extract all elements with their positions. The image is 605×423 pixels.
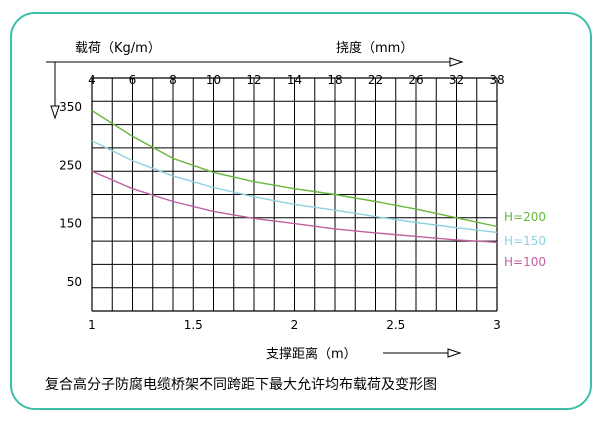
top-tick-label: 4 bbox=[88, 73, 96, 87]
legend-label-h-200: H=200 bbox=[504, 210, 546, 224]
legend-label-h-150: H=150 bbox=[504, 234, 546, 248]
left-tick-label: 250 bbox=[59, 158, 82, 172]
bottom-tick-label: 2 bbox=[291, 318, 299, 332]
top-tick-label: 38 bbox=[489, 73, 504, 87]
series-line-h-100 bbox=[91, 170, 498, 243]
top-tick-label: 12 bbox=[246, 73, 261, 87]
left-tick-label: 50 bbox=[67, 275, 82, 289]
left-axis-arrowhead bbox=[50, 105, 60, 120]
series-line-h-200 bbox=[91, 110, 498, 228]
left-tick-label: 350 bbox=[59, 100, 82, 114]
top-tick-label: 8 bbox=[169, 73, 177, 87]
top-axis-title: 挠度（mm） bbox=[336, 40, 413, 56]
left-tick-label: 150 bbox=[59, 217, 82, 231]
bottom-tick-label: 3 bbox=[493, 318, 501, 332]
top-tick-label: 32 bbox=[449, 73, 464, 87]
left-tick-labels: 350 250 150 50 bbox=[59, 100, 82, 289]
top-tick-label: 6 bbox=[129, 73, 137, 87]
series-layer bbox=[91, 110, 498, 243]
bottom-axis-arrowhead bbox=[447, 348, 462, 358]
bottom-tick-label: 1.5 bbox=[184, 318, 203, 332]
x-axis-label: 支撑距离（m） bbox=[266, 346, 357, 362]
top-tick-labels: 4 6 8 10 12 14 18 22 26 32 38 bbox=[88, 73, 504, 87]
chart-border bbox=[10, 12, 592, 410]
bottom-tick-labels: 1 1.5 2 2.5 3 bbox=[88, 318, 501, 332]
left-axis-title: 载荷（Kg/m） bbox=[75, 41, 161, 56]
legend-label-h-100: H=100 bbox=[504, 255, 546, 269]
top-tick-label: 22 bbox=[368, 73, 383, 87]
top-tick-label: 26 bbox=[408, 73, 423, 87]
series-line-h-150 bbox=[91, 140, 498, 234]
top-tick-label: 14 bbox=[287, 73, 302, 87]
legend: H=200 H=150 H=100 bbox=[504, 210, 546, 269]
top-tick-label: 18 bbox=[327, 73, 342, 87]
grid bbox=[91, 77, 498, 312]
chart-caption: 复合高分子防腐电缆桥架不同跨距下最大允许均布载荷及变形图 bbox=[45, 376, 437, 393]
top-axis-arrowhead bbox=[449, 57, 464, 67]
bottom-tick-label: 1 bbox=[88, 318, 96, 332]
bottom-tick-label: 2.5 bbox=[386, 318, 405, 332]
top-tick-label: 10 bbox=[206, 73, 221, 87]
